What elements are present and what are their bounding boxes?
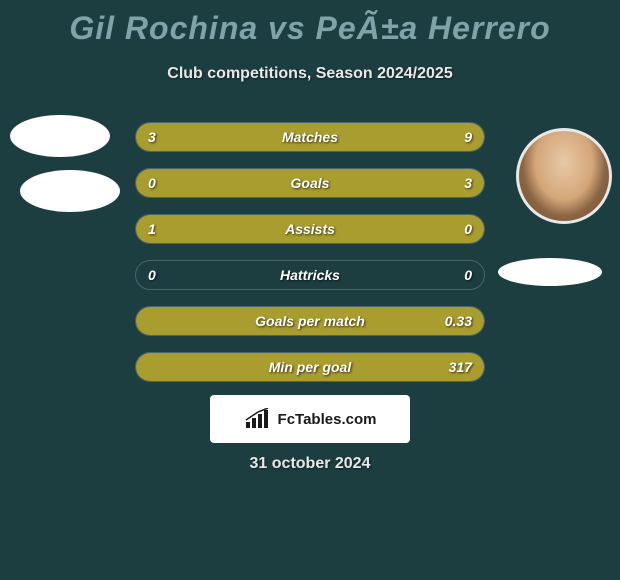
chart-icon [244,408,272,430]
footer-date: 31 october 2024 [250,455,371,473]
bar-label: Goals per match [255,313,365,329]
bar-value-left: 0 [148,175,156,191]
bar-fill-right [223,123,484,151]
player-left-avatar-1 [10,115,110,157]
bar-value-left: 0 [148,267,156,283]
bar-value-right: 0.33 [445,313,472,329]
player-right-avatar [516,128,612,224]
bar-row-goals-per-match: Goals per match 0.33 [135,306,485,336]
player-left-avatar-2 [20,170,120,212]
footer-brand-badge: FcTables.com [210,395,410,443]
bar-value-right: 0 [464,221,472,237]
footer-brand-text: FcTables.com [278,411,377,428]
bar-label: Min per goal [269,359,351,375]
page-subtitle: Club competitions, Season 2024/2025 [0,65,620,83]
bar-label: Goals [291,175,330,191]
bar-value-right: 317 [449,359,472,375]
bar-row-hattricks: 0 Hattricks 0 [135,260,485,290]
bar-row-min-per-goal: Min per goal 317 [135,352,485,382]
bar-value-left: 1 [148,221,156,237]
bar-row-goals: 0 Goals 3 [135,168,485,198]
player-right-badge [498,258,602,286]
bar-value-right: 3 [464,175,472,191]
bar-label: Hattricks [280,267,340,283]
page-title: Gil Rochina vs PeÃ±a Herrero [0,0,620,47]
bar-row-assists: 1 Assists 0 [135,214,485,244]
bar-value-right: 9 [464,129,472,145]
bar-label: Matches [282,129,338,145]
bar-value-left: 3 [148,129,156,145]
bar-label: Assists [285,221,335,237]
bar-row-matches: 3 Matches 9 [135,122,485,152]
comparison-bars: 3 Matches 9 0 Goals 3 1 Assists 0 0 Hatt… [135,122,485,398]
bar-value-right: 0 [464,267,472,283]
